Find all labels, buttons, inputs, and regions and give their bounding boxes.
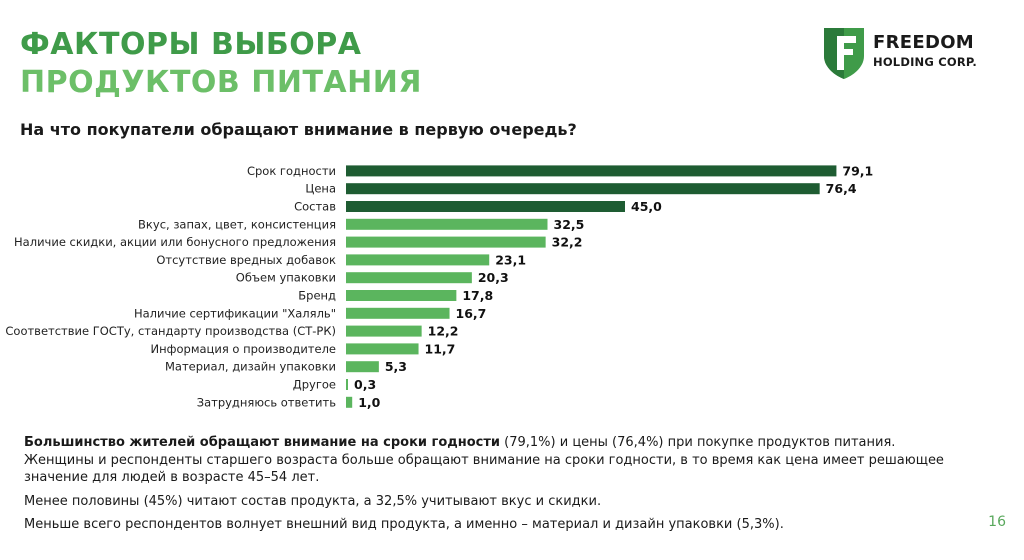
bar — [346, 272, 472, 284]
value-label: 23,1 — [495, 252, 526, 267]
bar — [346, 379, 348, 390]
note-1-bold: Большинство жителей обращают внимание на… — [24, 435, 501, 450]
bar — [346, 325, 422, 337]
category-label: Цена — [305, 182, 336, 196]
note-paragraph-1: Большинство жителей обращают внимание на… — [24, 434, 944, 487]
category-label: Соответствие ГОСТу, стандарту производст… — [5, 324, 336, 338]
value-label: 20,3 — [478, 270, 509, 285]
page-title-line-1: ФАКТОРЫ ВЫБОРА — [20, 27, 362, 62]
value-label: 1,0 — [358, 395, 380, 410]
note-1-rest: (79,1%) и цены (76,4%) при покупке проду… — [24, 435, 944, 485]
value-label: 79,1 — [842, 163, 873, 178]
company-logo: FREEDOM HOLDING CORP. — [822, 26, 1002, 80]
category-label: Материал, дизайн упаковки — [165, 360, 336, 374]
bar — [346, 201, 625, 212]
category-label: Затрудняюсь ответить — [197, 395, 337, 409]
category-label: Наличие скидки, акции или бонусного пред… — [14, 235, 336, 249]
category-label: Объем упаковки — [236, 271, 336, 285]
bar — [346, 254, 490, 266]
bar — [346, 236, 546, 248]
bar — [346, 307, 450, 319]
category-label: Бренд — [298, 289, 336, 303]
category-label: Состав — [294, 200, 336, 214]
category-label: Информация о производителе — [151, 342, 336, 356]
value-label: 17,8 — [462, 288, 493, 303]
logo-subtitle: HOLDING CORP. — [873, 55, 977, 69]
category-label: Наличие сертификации "Халяль" — [134, 306, 336, 320]
value-label: 76,4 — [826, 181, 857, 196]
logo-name: FREEDOM — [873, 32, 975, 53]
value-label: 45,0 — [631, 199, 662, 214]
bar — [346, 290, 457, 301]
bar — [346, 396, 353, 408]
category-label: Другое — [293, 378, 336, 392]
summary-notes: Большинство жителей обращают внимание на… — [24, 434, 944, 540]
value-label: 12,2 — [428, 324, 459, 339]
page-number: 16 — [988, 514, 1006, 530]
value-label: 32,5 — [554, 217, 585, 232]
freedom-f-shield-icon — [824, 28, 864, 79]
value-label: 5,3 — [385, 359, 407, 374]
page-title-line-2: ПРОДУКТОВ ПИТАНИЯ — [20, 65, 422, 100]
category-label: Отсутствие вредных добавок — [156, 253, 336, 267]
bar — [346, 343, 419, 355]
note-paragraph-2: Менее половины (45%) читают состав проду… — [24, 493, 602, 509]
bar — [346, 218, 548, 230]
bar — [346, 183, 820, 195]
bar — [346, 361, 379, 373]
value-label: 11,7 — [425, 341, 456, 356]
page-title: ФАКТОРЫ ВЫБОРА ПРОДУКТОВ ПИТАНИЯ — [20, 26, 580, 102]
value-label: 32,2 — [552, 235, 583, 250]
bar-chart: Срок годности 79,1 Цена 76,4 Состав 45,0 Вкус,… — [5, 163, 873, 410]
note-paragraph-3: Меньше всего респондентов волнует внешни… — [24, 517, 784, 532]
bar — [346, 165, 837, 177]
value-label: 0,3 — [354, 377, 376, 392]
value-label: 16,7 — [456, 306, 487, 321]
chart-question: На что покупатели обращают внимание в пе… — [20, 120, 577, 139]
category-label: Срок годности — [247, 164, 336, 178]
category-label: Вкус, запах, цвет, консистенция — [138, 217, 336, 231]
